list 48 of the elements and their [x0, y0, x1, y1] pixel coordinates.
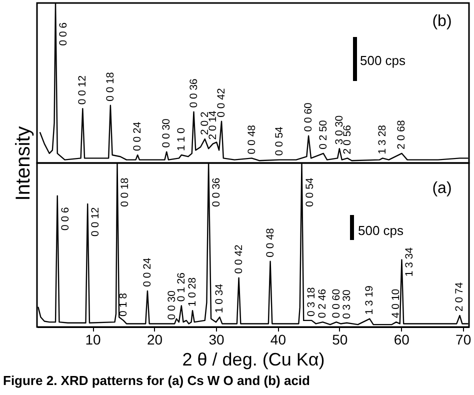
annotation: 0 0 54 — [304, 178, 316, 207]
annotation: 0 3 30 — [340, 290, 353, 319]
x-tick-label: 40 — [270, 332, 286, 348]
annotation: 500 cps — [360, 53, 406, 68]
annotation: 0 0 18 — [119, 178, 132, 207]
annotation: 2 0 56 — [341, 124, 354, 154]
annotation: (a) — [432, 180, 452, 197]
annotation: 0 0 18 — [104, 72, 116, 102]
annotation: 1 3 19 — [364, 285, 376, 315]
x-tick-label: 60 — [394, 332, 410, 348]
annotation: 0 0 36 — [188, 78, 200, 108]
annotation: 0 0 60 — [330, 288, 342, 318]
x-axis-title: 2 θ / deg. (Cu Kα) — [182, 350, 325, 370]
x-tick-label: 50 — [332, 332, 348, 348]
caption: Figure 2. XRD patterns for (a) Cs W O and (b) acid — [3, 373, 310, 388]
annotation: 0 0 12 — [76, 75, 89, 105]
annotation: 0 0 6 — [59, 207, 72, 231]
annotation: 500 cps — [358, 223, 404, 238]
annotation: 1 0 28 — [186, 277, 199, 307]
x-tick-label: 30 — [208, 332, 224, 348]
annotation: 0 0 60 — [302, 102, 315, 132]
annotation: 1 3 34 — [404, 247, 416, 277]
annotation: 0 0 48 — [246, 124, 258, 154]
x-tick-label: 10 — [85, 332, 102, 348]
annotation: 0 0 12 — [90, 207, 102, 236]
annotation: 0 0 24 — [141, 258, 154, 287]
annotation: 0 2 46 — [316, 288, 329, 318]
annotation: 0 2 50 — [317, 120, 330, 150]
annotation: 1 0 34 — [214, 284, 226, 314]
annotation: 0 0 48 — [264, 228, 276, 258]
x-tick-label: 20 — [146, 332, 163, 348]
annotation: 4 0 10 — [390, 288, 402, 318]
annotation: 0 0 42 — [232, 244, 245, 274]
annotation: 2 0 68 — [396, 120, 408, 150]
annotation: 0 0 42 — [216, 88, 228, 118]
annotation: 0 0 30 — [160, 118, 173, 148]
annotation: 0 0 6 — [58, 22, 70, 46]
annotation: 0 0 54 — [274, 126, 286, 156]
annotation: 0 0 24 — [132, 122, 144, 151]
x-tick-label: 70 — [456, 332, 472, 348]
annotation: 1 3 28 — [376, 124, 389, 154]
y-axis-title: Intensity — [12, 126, 34, 201]
annotation: 0 3 18 — [306, 287, 318, 316]
annotation: 0 1 8 — [117, 292, 130, 316]
annotation: 2 0 74 — [454, 282, 466, 312]
annotation: (b) — [432, 13, 452, 30]
annotation: 1 1 0 — [175, 127, 188, 151]
annotation: 0 0 36 — [210, 178, 223, 207]
